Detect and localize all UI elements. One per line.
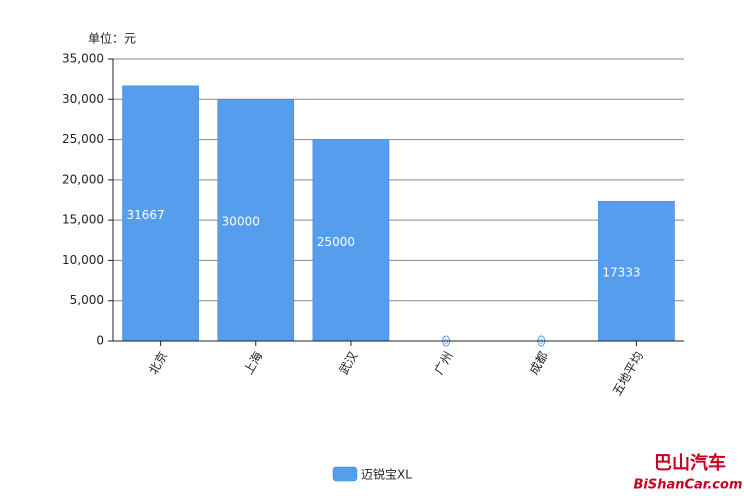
bar bbox=[122, 85, 199, 342]
y-tick-label: 35,000 bbox=[62, 52, 104, 66]
value-label: 17333 bbox=[602, 266, 640, 280]
watermark-url: BiShanCar.com bbox=[633, 478, 742, 493]
bar bbox=[312, 139, 390, 342]
bar bbox=[217, 99, 295, 342]
y-tick-label: 15,000 bbox=[62, 213, 104, 227]
y-tick-label: 0 bbox=[96, 334, 104, 348]
value-label: 30000 bbox=[222, 215, 260, 229]
x-tick-label: 上海 bbox=[240, 349, 265, 377]
x-tick-label: 武汉 bbox=[336, 349, 360, 377]
bar bbox=[598, 201, 675, 342]
watermark-logo: 巴山汽车 bbox=[654, 452, 726, 474]
y-tick-label: 25,000 bbox=[62, 132, 104, 146]
value-label: 0 bbox=[539, 338, 543, 346]
x-tick-label: 广州 bbox=[432, 349, 456, 377]
y-tick-label: 30,000 bbox=[62, 92, 104, 106]
value-label: 25000 bbox=[317, 235, 355, 249]
x-tick-label: 北京 bbox=[146, 349, 170, 377]
value-label: 31667 bbox=[127, 208, 165, 222]
legend-label: 迈锐宝XL bbox=[361, 468, 412, 482]
x-tick-label: 五地平均 bbox=[610, 349, 646, 398]
legend-swatch bbox=[332, 466, 358, 482]
value-label: 0 bbox=[444, 338, 448, 346]
y-tick-label: 10,000 bbox=[62, 253, 104, 267]
y-tick-label: 20,000 bbox=[62, 172, 104, 186]
unit-label: 单位：元 bbox=[88, 31, 136, 46]
y-tick-label: 5,000 bbox=[70, 293, 104, 307]
x-tick-label: 成都 bbox=[527, 349, 551, 377]
